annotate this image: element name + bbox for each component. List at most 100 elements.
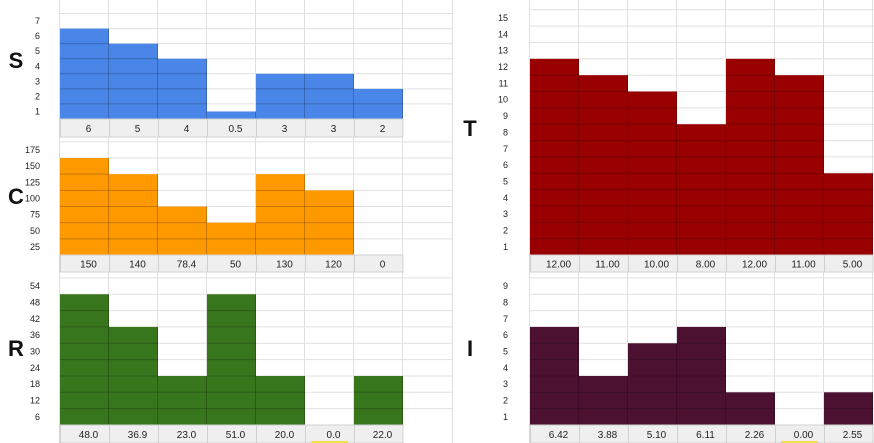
y-tick-label: 13 <box>498 46 508 56</box>
y-tick-label: 4 <box>35 61 40 71</box>
bar <box>677 326 726 425</box>
category-letter: T <box>463 116 477 141</box>
bar-value-label: 10.00 <box>644 260 669 271</box>
bar-value-label: 3 <box>282 124 288 135</box>
y-tick-label: 175 <box>25 145 40 155</box>
y-tick-label: 3 <box>35 76 40 86</box>
y-tick-label: 18 <box>30 379 40 389</box>
bar <box>579 375 628 425</box>
bar-value-label: 0.00 <box>794 430 814 441</box>
bar <box>109 326 158 425</box>
y-tick-label: 14 <box>498 29 508 39</box>
y-tick-label: 1 <box>35 106 40 116</box>
bar <box>158 58 207 119</box>
y-tick-label: 42 <box>30 314 40 324</box>
y-tick-label: 3 <box>503 379 508 389</box>
bar-value-label: 3.88 <box>598 430 618 441</box>
y-tick-label: 2 <box>503 395 508 405</box>
y-tick-label: 2 <box>35 91 40 101</box>
bar <box>354 88 403 119</box>
category-letter: R <box>8 336 24 361</box>
y-tick-label: 3 <box>503 209 508 219</box>
bar-value-label: 6 <box>86 124 92 135</box>
bar <box>207 111 256 119</box>
bar <box>628 343 677 425</box>
y-tick-label: 150 <box>25 161 40 171</box>
bar-value-label: 2.26 <box>745 430 765 441</box>
y-tick-label: 54 <box>30 281 40 291</box>
y-tick-label: 7 <box>503 144 508 154</box>
bar <box>60 28 109 119</box>
bar <box>775 75 824 255</box>
bar <box>530 58 579 255</box>
bar <box>256 174 305 255</box>
y-tick-label: 8 <box>503 297 508 307</box>
y-tick-label: 48 <box>30 297 40 307</box>
bar-value-label: 140 <box>129 260 146 271</box>
bar <box>677 124 726 255</box>
bar <box>207 294 256 425</box>
bar-value-label: 36.9 <box>128 430 148 441</box>
bar-value-label: 4 <box>184 124 190 135</box>
bar-value-label: 6.42 <box>549 430 569 441</box>
bar <box>256 375 305 425</box>
y-tick-label: 125 <box>25 177 40 187</box>
bar <box>60 294 109 425</box>
bar-value-label: 11.00 <box>791 260 816 271</box>
bar <box>354 375 403 425</box>
bar-value-label: 12.00 <box>742 260 767 271</box>
chart-s: 1 2 3 4 5 6 7 6 5 4 0.5 3 3 2 S <box>9 13 452 138</box>
bar <box>824 173 873 255</box>
chart-c: 25 50 75 100 125 150 175 150 140 78.4 50 130 120 0 C <box>8 141 452 273</box>
y-tick-label: 24 <box>30 363 40 373</box>
y-tick-label: 6 <box>35 31 40 41</box>
category-letter: S <box>9 48 24 73</box>
y-tick-label: 8 <box>503 127 508 137</box>
chart-i: 1 2 3 4 5 6 7 8 9 6.42 3.88 5.10 6.11 2.26 0.00 2.55 I <box>467 277 874 443</box>
bar-value-label: 130 <box>276 260 293 271</box>
bar-value-label: 20.0 <box>275 430 295 441</box>
bar-value-label: 11.00 <box>595 260 620 271</box>
y-tick-label: 12 <box>30 395 40 405</box>
bar-value-label: 2 <box>380 124 386 135</box>
y-tick-label: 100 <box>25 193 40 203</box>
bar-value-label: 22.0 <box>373 430 393 441</box>
bar-value-label: 0 <box>380 260 386 271</box>
bar <box>628 91 677 256</box>
y-tick-label: 7 <box>35 16 40 26</box>
y-tick-label: 2 <box>503 225 508 235</box>
bar-value-label: 5.00 <box>843 260 863 271</box>
y-tick-label: 6 <box>503 160 508 170</box>
bar <box>726 58 775 255</box>
bar <box>158 206 207 255</box>
bar-value-label: 51.0 <box>226 430 246 441</box>
y-tick-label: 50 <box>30 226 40 236</box>
bar-value-label: 12.00 <box>546 260 571 271</box>
chart-r: 6 12 18 24 30 36 42 48 54 48.0 36.9 23.0 51.0 20.0 0.0… <box>8 277 452 443</box>
category-letter: C <box>8 184 24 209</box>
y-tick-label: 5 <box>503 346 508 356</box>
y-tick-label: 7 <box>503 314 508 324</box>
bar <box>109 174 158 255</box>
y-tick-label: 6 <box>35 412 40 422</box>
y-tick-label: 11 <box>499 78 508 88</box>
y-tick-label: 36 <box>30 330 40 340</box>
bar-value-label: 3 <box>331 124 337 135</box>
y-tick-label: 9 <box>503 111 508 121</box>
bar-value-label: 50 <box>230 260 242 271</box>
bar <box>305 73 354 119</box>
bar-value-label: 5 <box>135 124 141 135</box>
bar <box>824 392 873 425</box>
bar-value-label: 120 <box>325 260 342 271</box>
y-tick-label: 30 <box>30 346 40 356</box>
y-tick-label: 1 <box>503 412 508 422</box>
bar <box>109 43 158 120</box>
y-tick-label: 4 <box>503 193 508 203</box>
bar <box>305 190 354 255</box>
bar <box>530 326 579 425</box>
bar <box>726 392 775 425</box>
y-tick-label: 12 <box>498 62 508 72</box>
bar <box>207 222 256 255</box>
